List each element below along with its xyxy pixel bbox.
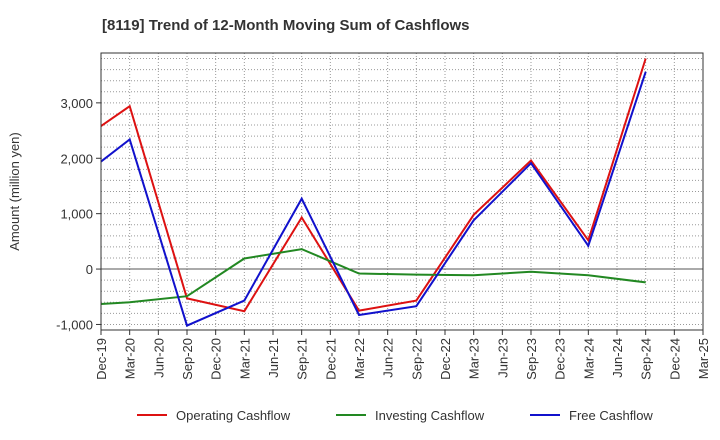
y-tick-label: 2,000	[60, 151, 93, 166]
x-tick-label: Mar-20	[123, 338, 138, 379]
series-line	[100, 58, 647, 313]
plot-frame	[100, 52, 704, 331]
x-tick-label: Jun-23	[495, 338, 510, 378]
x-axis-ticks: Dec-19 Mar-20 Jun-20 Sep-20 Dec-20 Mar-21 Jun-…	[94, 330, 711, 380]
x-tick-label: Sep-22	[409, 338, 424, 380]
series-line	[100, 71, 647, 327]
legend-label: Operating Cashflow	[176, 408, 291, 423]
x-tick-label: Dec-24	[667, 338, 682, 380]
x-tick-label: Sep-20	[180, 338, 195, 380]
legend-label: Free Cashflow	[569, 408, 653, 423]
y-tick-label: -1,000	[56, 317, 93, 332]
y-axis-label: Amount (million yen)	[7, 132, 22, 251]
chart-title: [8119] Trend of 12-Month Moving Sum of C…	[102, 17, 470, 34]
x-tick-label: Mar-25	[696, 338, 711, 379]
x-tick-label: Jun-20	[151, 338, 166, 378]
x-tick-label: Jun-24	[610, 338, 625, 378]
legend-label: Investing Cashflow	[375, 408, 485, 423]
x-tick-label: Jun-21	[266, 338, 281, 378]
y-tick-label: 3,000	[60, 96, 93, 111]
x-tick-label: Dec-21	[323, 338, 338, 380]
x-tick-label: Sep-24	[639, 338, 654, 380]
x-tick-label: Mar-24	[581, 338, 596, 379]
x-tick-label: Mar-21	[237, 338, 252, 379]
x-tick-label: Dec-19	[94, 338, 109, 380]
x-tick-label: Mar-23	[467, 338, 482, 379]
x-tick-label: Dec-23	[553, 338, 568, 380]
x-tick-label: Sep-23	[524, 338, 539, 380]
series-lines	[100, 58, 647, 327]
x-tick-label: Mar-22	[352, 338, 367, 379]
y-tick-label: 1,000	[60, 207, 93, 222]
series-line	[100, 248, 646, 305]
y-tick-label: 0	[86, 262, 93, 277]
grid-lines	[100, 53, 704, 330]
x-tick-label: Dec-22	[438, 338, 453, 380]
x-tick-label: Dec-20	[209, 338, 224, 380]
y-axis-ticks: -1,000 0 1,000 2,000 3,000	[56, 96, 101, 332]
x-tick-label: Jun-22	[381, 338, 396, 378]
legend: Operating Cashflow Investing Cashflow Free…	[137, 408, 653, 423]
x-tick-label: Sep-21	[295, 338, 310, 380]
